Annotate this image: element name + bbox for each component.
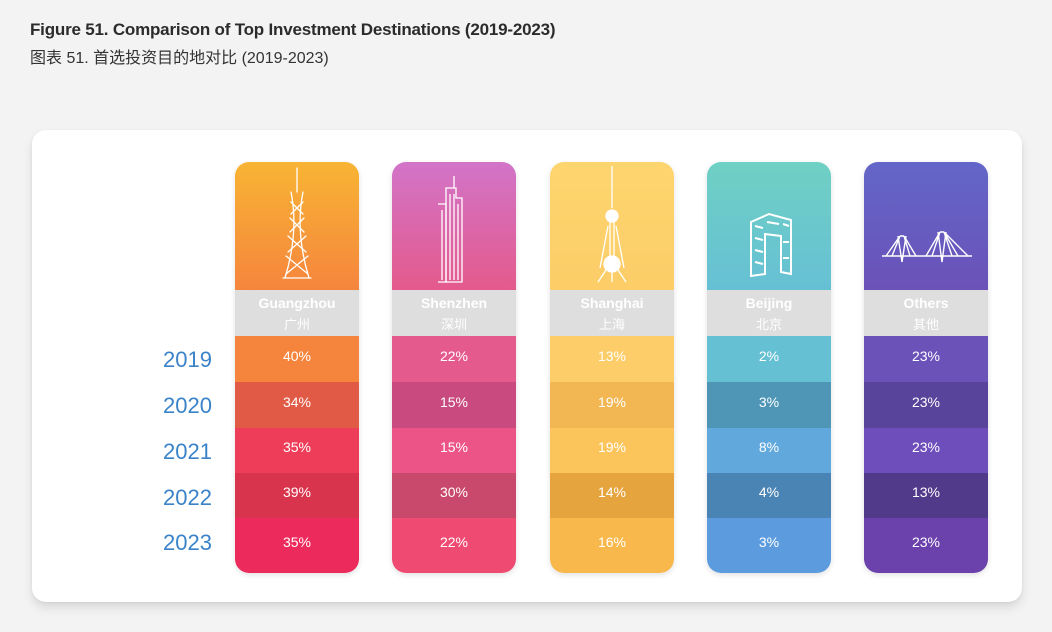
value-cell: 19% (550, 428, 674, 473)
data-label: 2% (758, 348, 780, 364)
data-label: 3% (758, 534, 780, 550)
value-cell: 16% (550, 518, 674, 573)
data-label: 23% (911, 439, 941, 455)
skyscraper-icon (438, 176, 463, 283)
year-label-2022: 2022 (163, 485, 212, 510)
canton-tower-icon (282, 167, 312, 279)
value-cell: 23% (864, 336, 988, 382)
destination-name-zh: 上海 (598, 317, 625, 332)
data-label: 35% (282, 439, 312, 455)
destination-name-zh: 北京 (755, 317, 782, 332)
chart-panel (32, 130, 1022, 602)
value-cell: 3% (707, 382, 831, 428)
data-label: 23% (911, 534, 941, 550)
chart-title: Figure 51. Comparison of Top Investment … (30, 20, 556, 39)
value-cell: 15% (392, 428, 516, 473)
data-label: 4% (758, 484, 780, 500)
destination-name: Beijing (745, 295, 793, 311)
data-label: 35% (282, 534, 312, 550)
value-cell: 15% (392, 382, 516, 428)
destination-label: Shanghai 上海 (550, 290, 674, 336)
value-cell: 23% (864, 382, 988, 428)
value-cell: 34% (235, 382, 359, 428)
value-cell: 23% (864, 518, 988, 573)
destination-name: Others (903, 295, 949, 311)
value-cell: 14% (550, 473, 674, 518)
destination-name-zh: 其他 (912, 317, 939, 332)
data-label: 13% (597, 348, 627, 364)
data-label: 23% (911, 394, 941, 410)
value-cell: 13% (550, 336, 674, 382)
year-label-2023: 2023 (163, 530, 212, 555)
bridge-icon (882, 231, 972, 263)
data-label: 13% (911, 484, 941, 500)
year-label-2020: 2020 (163, 393, 212, 418)
value-cell: 4% (707, 473, 831, 518)
value-cell: 3% (707, 518, 831, 573)
value-cell: 35% (235, 428, 359, 473)
column-shanghai: Shanghai 上海 13% 19% 19% 14% 16% (550, 162, 674, 573)
destination-label: Guangzhou 广州 (235, 290, 359, 336)
year-label-2019: 2019 (163, 347, 212, 372)
destination-label: Shenzhen 深圳 (392, 290, 516, 336)
value-cell: 30% (392, 473, 516, 518)
value-cell: 23% (864, 428, 988, 473)
value-cell: 35% (235, 518, 359, 573)
chart-subtitle: 图表 51. 首选投资目的地对比 (2019-2023) (30, 50, 329, 67)
column-beijing: Beijing 北京 2% 3% 8% 4% 3% (707, 162, 831, 573)
data-label: 30% (439, 484, 469, 500)
data-label: 19% (597, 394, 627, 410)
column-others: Others 其他 23% 23% 23% 13% 23% (864, 162, 988, 573)
data-label: 34% (282, 394, 312, 410)
data-label: 14% (597, 484, 627, 500)
value-cell: 22% (392, 336, 516, 382)
data-label: 8% (758, 439, 780, 455)
value-cell: 8% (707, 428, 831, 473)
data-label: 16% (597, 534, 627, 550)
destination-name: Shanghai (580, 295, 644, 311)
year-label-2021: 2021 (163, 439, 212, 464)
value-cell: 19% (550, 382, 674, 428)
column-header-beijing (707, 162, 831, 290)
destination-label: Others 其他 (864, 290, 988, 336)
destination-name-zh: 深圳 (440, 317, 467, 332)
column-header-others (864, 162, 988, 290)
destination-name-zh: 广州 (283, 317, 310, 332)
data-label: 23% (911, 348, 941, 364)
column-guangzhou: Guangzhou 广州 40% 34% 35% 39% 35% (235, 162, 359, 573)
data-label: 3% (758, 394, 780, 410)
value-cell: 22% (392, 518, 516, 573)
data-label: 40% (282, 348, 312, 364)
value-cell: 40% (235, 336, 359, 382)
destination-name: Shenzhen (420, 295, 488, 311)
data-label: 19% (597, 439, 627, 455)
data-label: 22% (439, 534, 469, 550)
destination-name: Guangzhou (258, 295, 336, 311)
column-shenzhen: Shenzhen 深圳 22% 15% 15% 30% 22% (392, 162, 516, 573)
data-label: 22% (439, 348, 469, 364)
value-cell: 2% (707, 336, 831, 382)
oriental-pearl-tower-icon (597, 166, 627, 283)
data-label: 15% (439, 394, 469, 410)
cctv-building-icon (750, 212, 792, 278)
data-label: 15% (439, 439, 469, 455)
value-cell: 13% (864, 473, 988, 518)
data-label: 39% (282, 484, 312, 500)
destination-label: Beijing 北京 (707, 290, 831, 336)
value-cell: 39% (235, 473, 359, 518)
